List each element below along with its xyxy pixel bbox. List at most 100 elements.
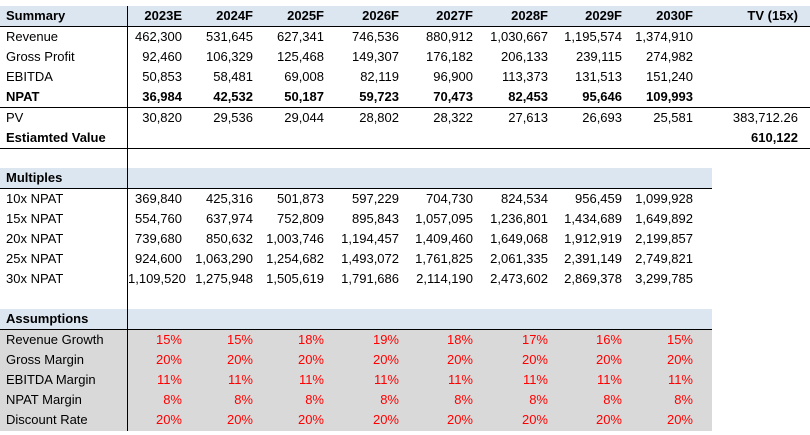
cell[interactable]: 1,236,801	[490, 211, 548, 226]
row-label[interactable]: Revenue Growth	[6, 332, 104, 347]
input-cell[interactable]: 8%	[163, 392, 182, 407]
cell[interactable]: 2,749,821	[635, 251, 693, 266]
cell[interactable]: 131,513	[575, 69, 622, 84]
input-cell[interactable]: 8%	[454, 392, 473, 407]
cell[interactable]: 149,307	[352, 49, 399, 64]
cell[interactable]: 2,199,857	[635, 231, 693, 246]
row-label[interactable]: 15x NPAT	[6, 211, 64, 226]
cell[interactable]: 29,044	[284, 110, 324, 125]
cell[interactable]: 125,468	[277, 49, 324, 64]
input-cell[interactable]: 20%	[521, 412, 548, 427]
year-header-2025f[interactable]: 2025F	[287, 8, 324, 23]
input-cell[interactable]: 8%	[380, 392, 399, 407]
cell[interactable]: 29,536	[213, 110, 253, 125]
row-label[interactable]: EBITDA Margin	[6, 372, 96, 387]
input-cell[interactable]: 11%	[447, 372, 473, 387]
year-header-2023e[interactable]: 2023E	[144, 8, 182, 23]
cell[interactable]: 82,453	[508, 89, 548, 104]
row-label[interactable]: PV	[6, 110, 24, 125]
cell[interactable]: 36,984	[142, 89, 182, 104]
year-header-2026f[interactable]: 2026F	[362, 8, 399, 23]
cell[interactable]: 554,760	[135, 211, 182, 226]
row-label[interactable]: 25x NPAT	[6, 251, 64, 266]
cell[interactable]: 1,030,667	[490, 29, 548, 44]
cell[interactable]: 704,730	[426, 191, 473, 206]
cell[interactable]: 2,869,378	[564, 271, 622, 286]
input-cell[interactable]: 8%	[529, 392, 548, 407]
cell[interactable]: 50,853	[142, 69, 182, 84]
input-cell[interactable]: 11%	[156, 372, 182, 387]
input-cell[interactable]: 11%	[298, 372, 324, 387]
cell[interactable]: 1,109,520	[128, 271, 186, 286]
cell[interactable]: 109,993	[646, 89, 693, 104]
cell[interactable]: 369,840	[135, 191, 182, 206]
cell[interactable]: 1,761,825	[415, 251, 473, 266]
cell[interactable]: 70,473	[433, 89, 473, 104]
input-cell[interactable]: 17%	[521, 332, 548, 347]
input-cell[interactable]: 20%	[372, 352, 399, 367]
row-label[interactable]: 30x NPAT	[6, 271, 64, 286]
input-cell[interactable]: 20%	[666, 412, 693, 427]
year-header-2030f[interactable]: 2030F	[656, 8, 693, 23]
cell[interactable]: 1,409,460	[415, 231, 473, 246]
cell[interactable]: 239,115	[575, 49, 622, 64]
input-cell[interactable]: 11%	[596, 372, 622, 387]
cell[interactable]: 26,693	[582, 110, 622, 125]
input-cell[interactable]: 18%	[297, 332, 324, 347]
multiples-title[interactable]: Multiples	[6, 170, 63, 185]
cell[interactable]: 106,329	[206, 49, 253, 64]
cell[interactable]: 1,912,919	[564, 231, 622, 246]
cell[interactable]: 597,229	[352, 191, 399, 206]
cell[interactable]: 3,299,785	[635, 271, 693, 286]
input-cell[interactable]: 16%	[595, 332, 622, 347]
cell[interactable]: 880,912	[426, 29, 473, 44]
cell[interactable]: 50,187	[284, 89, 324, 104]
cell[interactable]: 1,057,095	[415, 211, 473, 226]
cell[interactable]: 1,649,068	[490, 231, 548, 246]
year-header-2024f[interactable]: 2024F	[216, 8, 253, 23]
input-cell[interactable]: 20%	[226, 412, 253, 427]
input-cell[interactable]: 20%	[521, 352, 548, 367]
cell[interactable]: 1,649,892	[635, 211, 693, 226]
input-cell[interactable]: 20%	[595, 412, 622, 427]
year-header-2028f[interactable]: 2028F	[511, 8, 548, 23]
cell[interactable]: 2,473,602	[490, 271, 548, 286]
cell[interactable]: 95,646	[582, 89, 622, 104]
summary-title[interactable]: Summary	[6, 8, 66, 23]
cell[interactable]: 1,434,689	[564, 211, 622, 226]
input-cell[interactable]: 20%	[155, 352, 182, 367]
cell[interactable]: 1,374,910	[635, 29, 693, 44]
input-cell[interactable]: 20%	[372, 412, 399, 427]
cell[interactable]: 924,600	[135, 251, 182, 266]
input-cell[interactable]: 11%	[373, 372, 399, 387]
row-label[interactable]: Estiamted Value	[6, 130, 106, 145]
year-header-2027f[interactable]: 2027F	[436, 8, 473, 23]
cell[interactable]: 2,114,190	[416, 271, 473, 286]
cell[interactable]: 739,680	[135, 231, 182, 246]
row-label[interactable]: Gross Profit	[6, 49, 75, 64]
cell[interactable]: 82,119	[360, 69, 399, 84]
input-cell[interactable]: 11%	[227, 372, 253, 387]
cell[interactable]: 531,645	[206, 29, 253, 44]
cell[interactable]: 895,843	[352, 211, 399, 226]
cell[interactable]: 1,195,574	[564, 29, 622, 44]
input-cell[interactable]: 15%	[155, 332, 182, 347]
cell[interactable]: 1,493,072	[341, 251, 399, 266]
input-cell[interactable]: 11%	[522, 372, 548, 387]
cell[interactable]: 1,099,928	[635, 191, 693, 206]
cell[interactable]: 69,008	[284, 69, 324, 84]
cell[interactable]: 176,182	[426, 49, 473, 64]
cell[interactable]: 637,974	[206, 211, 253, 226]
cell[interactable]: 28,802	[359, 110, 399, 125]
cell[interactable]: 1,254,682	[266, 251, 324, 266]
row-label[interactable]: Discount Rate	[6, 412, 88, 427]
row-label[interactable]: 20x NPAT	[6, 231, 64, 246]
cell[interactable]: 113,373	[501, 69, 548, 84]
cell[interactable]: 28,322	[433, 110, 473, 125]
cell[interactable]: 746,536	[352, 29, 399, 44]
input-cell[interactable]: 18%	[446, 332, 473, 347]
input-cell[interactable]: 20%	[446, 352, 473, 367]
cell[interactable]: 627,341	[277, 29, 324, 44]
input-cell[interactable]: 20%	[155, 412, 182, 427]
cell[interactable]: 501,873	[277, 191, 324, 206]
